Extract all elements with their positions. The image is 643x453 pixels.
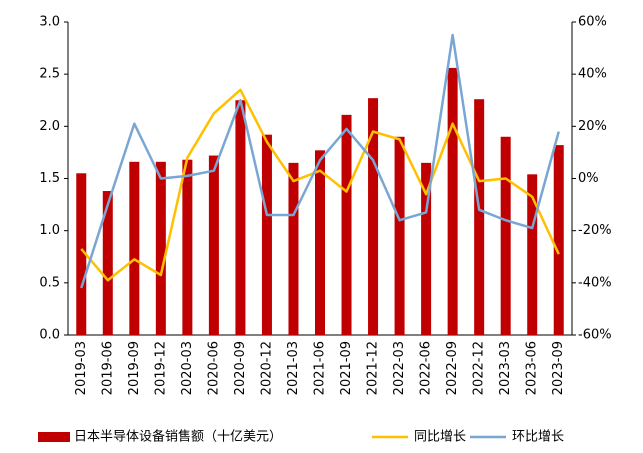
y2-tick-label: -40% (578, 275, 612, 290)
bar (474, 99, 485, 335)
y-tick-label: 3.0 (39, 15, 60, 30)
x-tick-label: 2020-09 (233, 341, 248, 395)
x-tick-label: 2022-06 (419, 341, 434, 395)
x-tick-label: 2021-03 (286, 341, 301, 395)
bar (129, 161, 140, 335)
legend-label: 日本半导体设备销售额（十亿美元） (74, 429, 282, 445)
bar (182, 159, 193, 335)
bar (315, 150, 325, 335)
y-tick-label: 1.5 (39, 171, 60, 186)
x-tick-label: 2020-12 (259, 341, 274, 395)
x-tick-label: 2020-06 (206, 341, 221, 395)
y2-tick-label: -20% (578, 223, 612, 238)
x-tick-label: 2023-06 (525, 341, 540, 395)
y-tick-label: 2.0 (39, 119, 60, 134)
x-tick-label: 2019-06 (100, 341, 115, 395)
bar (368, 98, 379, 335)
bar (527, 174, 538, 335)
bar (155, 161, 166, 335)
x-tick-label: 2020-03 (180, 341, 195, 395)
y-tick-label: 1.0 (39, 223, 60, 238)
x-tick-label: 2021-12 (366, 341, 381, 395)
bar (288, 162, 299, 335)
x-tick-label: 2023-03 (498, 341, 513, 395)
y2-tick-label: 40% (578, 67, 607, 82)
bar (553, 145, 564, 335)
y2-tick-label: 0% (578, 171, 599, 186)
y2-tick-label: 20% (578, 119, 607, 134)
legend-label: 环比增长 (512, 430, 564, 445)
bar (208, 155, 219, 335)
x-tick-label: 2019-12 (153, 341, 168, 395)
bar (447, 67, 458, 335)
bar (421, 162, 432, 335)
x-tick-label: 2019-03 (74, 341, 89, 395)
bar (102, 191, 113, 335)
y-tick-label: 0.0 (39, 328, 60, 343)
x-tick-label: 2021-09 (339, 341, 354, 395)
x-tick-label: 2021-06 (313, 341, 328, 395)
x-tick-label: 2022-03 (392, 341, 407, 395)
y-tick-label: 2.5 (39, 67, 60, 82)
bar (341, 114, 352, 336)
line-series (80, 88, 560, 282)
x-tick-label: 2022-09 (445, 341, 460, 395)
legend-label: 同比增长 (414, 430, 466, 445)
y-tick-label: 0.5 (39, 275, 60, 290)
x-tick-label: 2023-09 (551, 341, 566, 395)
bar (261, 134, 272, 335)
bar (500, 136, 511, 335)
line-series (80, 33, 560, 289)
legend-swatch (38, 432, 70, 442)
bar (394, 136, 405, 335)
y2-tick-label: -60% (578, 328, 612, 343)
y2-tick-label: 60% (578, 15, 607, 30)
bar (235, 100, 246, 335)
bar (76, 173, 87, 335)
x-tick-label: 2022-12 (472, 341, 487, 395)
x-tick-label: 2019-09 (127, 341, 142, 395)
